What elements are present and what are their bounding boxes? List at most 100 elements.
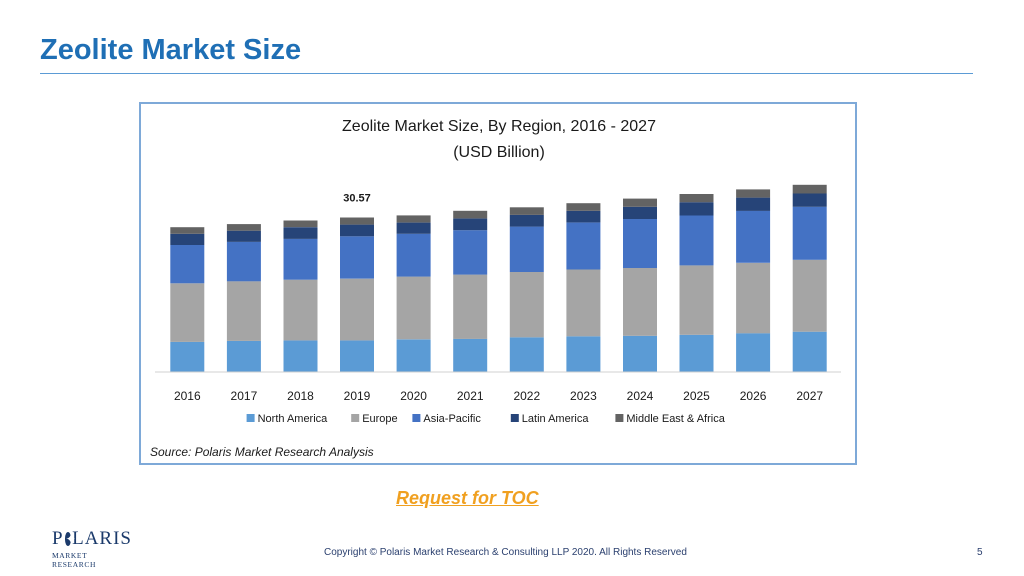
bar-segment-north-america-2023 bbox=[566, 336, 601, 372]
title-divider bbox=[40, 73, 973, 74]
bar-segment-north-america-2027 bbox=[792, 331, 827, 372]
x-tick-label-2018: 2018 bbox=[287, 389, 314, 403]
bar-segment-asia-pacific-2027 bbox=[792, 206, 827, 260]
bar-segment-north-america-2016 bbox=[170, 341, 205, 372]
bar-segment-latin-america-2023 bbox=[566, 210, 601, 223]
bar-segment-north-america-2021 bbox=[453, 338, 488, 372]
bar-segment-europe-2017 bbox=[226, 281, 261, 341]
data-label-2019: 30.57 bbox=[343, 193, 371, 205]
bar-segment-middle-east-africa-2025 bbox=[679, 194, 714, 203]
legend-swatch-middle-east-africa bbox=[615, 414, 624, 422]
polaris-logo: P LARIS MARKET RESEARCH bbox=[52, 528, 132, 570]
bar-segment-asia-pacific-2024 bbox=[623, 219, 657, 268]
bar-segment-europe-2021 bbox=[453, 274, 488, 339]
slide-title: Zeolite Market Size bbox=[40, 34, 302, 66]
bar-segment-asia-pacific-2025 bbox=[679, 215, 714, 266]
legend-swatch-asia-pacific bbox=[412, 414, 421, 422]
bar-segment-north-america-2024 bbox=[623, 335, 657, 372]
bar-segment-asia-pacific-2016 bbox=[170, 245, 205, 284]
logo-text-left: P bbox=[52, 528, 64, 549]
x-tick-label-2024: 2024 bbox=[627, 389, 654, 403]
bars-group bbox=[170, 184, 827, 372]
chart-subtitle: (USD Billion) bbox=[453, 144, 545, 161]
bar-segment-north-america-2017 bbox=[226, 340, 261, 372]
bar-segment-north-america-2025 bbox=[679, 334, 714, 372]
bar-segment-europe-2020 bbox=[396, 276, 431, 340]
bar-segment-north-america-2019 bbox=[340, 340, 374, 372]
bar-segment-middle-east-africa-2017 bbox=[226, 224, 261, 231]
bar-segment-asia-pacific-2019 bbox=[340, 236, 374, 279]
x-tick-label-2020: 2020 bbox=[400, 389, 427, 403]
bar-segment-asia-pacific-2022 bbox=[509, 226, 544, 272]
legend-label-latin-america: Latin America bbox=[522, 413, 590, 425]
legend-label-europe: Europe bbox=[362, 413, 397, 425]
x-tick-label-2019: 2019 bbox=[344, 389, 371, 403]
bar-segment-latin-america-2026 bbox=[736, 197, 771, 211]
bar-segment-north-america-2018 bbox=[283, 340, 318, 372]
bar-segment-europe-2022 bbox=[509, 272, 544, 338]
bar-segment-latin-america-2017 bbox=[226, 230, 261, 242]
chart-frame: Zeolite Market Size, By Region, 2016 - 2… bbox=[139, 102, 857, 465]
legend-swatch-latin-america bbox=[510, 414, 519, 422]
bar-segment-latin-america-2027 bbox=[792, 193, 827, 207]
bar-segment-middle-east-africa-2016 bbox=[170, 227, 205, 234]
bar-segment-asia-pacific-2017 bbox=[226, 242, 261, 282]
bar-segment-middle-east-africa-2022 bbox=[509, 207, 544, 215]
bar-segment-asia-pacific-2026 bbox=[736, 210, 771, 263]
legend-label-middle-east-africa: Middle East & Africa bbox=[626, 413, 725, 425]
logo-subtitle: MARKET RESEARCH bbox=[52, 551, 96, 569]
bar-segment-europe-2023 bbox=[566, 269, 601, 337]
stacked-bar-chart: Zeolite Market Size, By Region, 2016 - 2… bbox=[150, 118, 841, 459]
bar-segment-asia-pacific-2020 bbox=[396, 233, 431, 277]
bar-segment-latin-america-2020 bbox=[396, 222, 431, 234]
x-tick-label-2021: 2021 bbox=[457, 389, 484, 403]
x-tick-label-2017: 2017 bbox=[231, 389, 258, 403]
chart-title: Zeolite Market Size, By Region, 2016 - 2… bbox=[342, 118, 656, 135]
bar-segment-latin-america-2016 bbox=[170, 233, 205, 245]
bar-segment-north-america-2022 bbox=[509, 337, 544, 372]
bar-segment-middle-east-africa-2026 bbox=[736, 189, 771, 198]
bar-segment-asia-pacific-2018 bbox=[283, 238, 318, 280]
annotations: 30.57 bbox=[343, 193, 371, 205]
bar-segment-europe-2027 bbox=[792, 259, 827, 332]
bar-segment-asia-pacific-2021 bbox=[453, 230, 488, 275]
legend-swatch-north-america bbox=[246, 414, 255, 422]
bar-segment-europe-2024 bbox=[623, 268, 657, 336]
x-tick-label-2022: 2022 bbox=[513, 389, 540, 403]
bar-segment-latin-america-2021 bbox=[453, 218, 488, 231]
bar-segment-middle-east-africa-2024 bbox=[623, 198, 657, 207]
legend: North America Europe Asia-Pacific Latin Ame… bbox=[246, 413, 726, 425]
x-tick-label-2023: 2023 bbox=[570, 389, 597, 403]
bar-segment-latin-america-2019 bbox=[340, 224, 374, 237]
legend-swatch-europe bbox=[351, 414, 360, 422]
x-tick-label-2026: 2026 bbox=[740, 389, 767, 403]
logo-text-right: LARIS bbox=[72, 528, 132, 549]
bar-segment-europe-2019 bbox=[340, 278, 374, 341]
x-tick-label-2025: 2025 bbox=[683, 389, 710, 403]
legend-label-north-america: North America bbox=[258, 413, 329, 425]
x-tick-labels: 2016 2017 2018 2019 2020 2021 2022 2023 2024 2025… bbox=[174, 389, 823, 403]
bar-segment-middle-east-africa-2019 bbox=[340, 217, 374, 225]
request-toc-link[interactable]: Request for TOC bbox=[396, 488, 539, 508]
bar-segment-middle-east-africa-2018 bbox=[283, 220, 318, 228]
bar-segment-north-america-2020 bbox=[396, 339, 431, 372]
legend-label-asia-pacific: Asia-Pacific bbox=[423, 413, 481, 425]
bar-segment-latin-america-2022 bbox=[509, 214, 544, 227]
bar-segment-asia-pacific-2023 bbox=[566, 222, 601, 270]
x-tick-label-2027: 2027 bbox=[796, 389, 823, 403]
bar-segment-europe-2018 bbox=[283, 279, 318, 341]
bar-segment-latin-america-2024 bbox=[623, 206, 657, 219]
chart-source: Source: Polaris Market Research Analysis bbox=[150, 445, 374, 459]
bar-segment-europe-2016 bbox=[170, 283, 205, 342]
star-icon bbox=[64, 529, 76, 549]
bar-segment-middle-east-africa-2023 bbox=[566, 203, 601, 211]
x-tick-label-2016: 2016 bbox=[174, 389, 201, 403]
copyright-notice: Copyright © Polaris Market Research & Co… bbox=[324, 547, 687, 558]
bar-segment-latin-america-2018 bbox=[283, 227, 318, 239]
bar-segment-europe-2025 bbox=[679, 265, 714, 335]
bar-segment-middle-east-africa-2027 bbox=[792, 184, 827, 194]
bar-segment-europe-2026 bbox=[736, 262, 771, 334]
bar-segment-north-america-2026 bbox=[736, 333, 771, 372]
bar-segment-middle-east-africa-2020 bbox=[396, 215, 431, 223]
page-number: 5 bbox=[977, 547, 983, 558]
